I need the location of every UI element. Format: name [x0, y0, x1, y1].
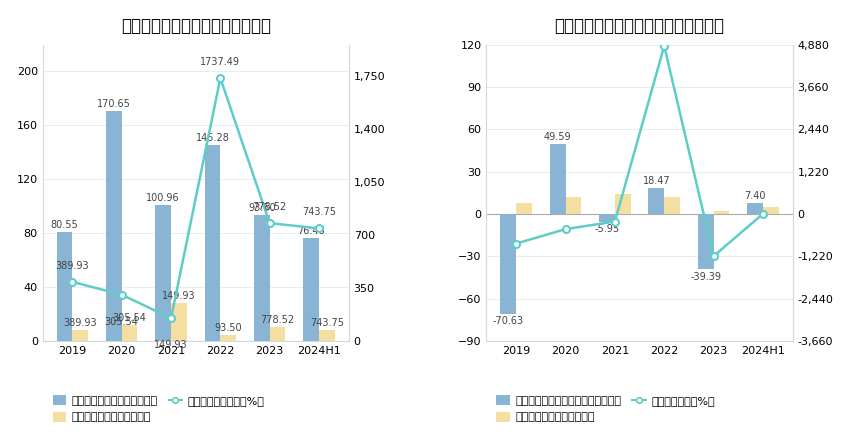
- Text: 743.75: 743.75: [310, 318, 344, 328]
- Text: 743.75: 743.75: [302, 207, 336, 217]
- Text: 80.55: 80.55: [51, 220, 78, 230]
- Text: 170.65: 170.65: [97, 99, 131, 109]
- Text: 1737.49: 1737.49: [201, 57, 241, 67]
- Bar: [747, 204, 763, 214]
- Bar: [319, 330, 335, 341]
- Bar: [171, 303, 187, 341]
- Text: 305.54: 305.54: [105, 317, 139, 327]
- Text: 305.54: 305.54: [113, 313, 146, 323]
- Text: 149.93: 149.93: [162, 291, 196, 301]
- Bar: [649, 188, 664, 214]
- Bar: [763, 207, 779, 214]
- Text: 389.93: 389.93: [64, 318, 97, 328]
- Text: 389.93: 389.93: [55, 261, 89, 271]
- Bar: [220, 336, 236, 341]
- Bar: [713, 211, 729, 214]
- Bar: [156, 205, 171, 341]
- Bar: [122, 325, 138, 341]
- Bar: [516, 203, 532, 214]
- Title: 历年经营现金流净额、归母净利润情况: 历年经营现金流净额、归母净利润情况: [554, 17, 724, 35]
- Text: -39.39: -39.39: [690, 271, 721, 281]
- Bar: [254, 215, 269, 341]
- Bar: [501, 214, 516, 313]
- Text: 145.28: 145.28: [196, 133, 230, 143]
- Text: -70.63: -70.63: [493, 316, 524, 326]
- Text: 93.50: 93.50: [214, 323, 242, 333]
- Legend: 左轴：经营现金流入（亿元）, 左轴：营业总收入（亿元）, 右轴：营收现金比（%）: 左轴：经营现金流入（亿元）, 左轴：营业总收入（亿元）, 右轴：营收现金比（%）: [48, 391, 269, 427]
- Bar: [57, 232, 72, 341]
- Text: 18.47: 18.47: [643, 176, 670, 186]
- Text: 149.93: 149.93: [154, 340, 188, 350]
- Bar: [550, 144, 565, 214]
- Text: 7.40: 7.40: [745, 191, 766, 201]
- Text: 76.46: 76.46: [298, 226, 325, 236]
- Bar: [269, 327, 286, 341]
- Bar: [205, 145, 220, 341]
- Bar: [72, 330, 88, 341]
- Bar: [303, 238, 319, 341]
- Text: 778.52: 778.52: [261, 316, 295, 326]
- Bar: [615, 194, 631, 214]
- Text: 100.96: 100.96: [146, 193, 180, 203]
- Text: 49.59: 49.59: [544, 132, 571, 142]
- Bar: [599, 214, 615, 222]
- Text: 93.50: 93.50: [248, 203, 275, 213]
- Bar: [664, 197, 680, 214]
- Bar: [106, 111, 122, 341]
- Text: 778.52: 778.52: [252, 202, 286, 212]
- Bar: [565, 197, 581, 214]
- Text: -5.95: -5.95: [594, 224, 620, 234]
- Bar: [698, 214, 713, 270]
- Title: 历年经营现金流入、营业收入情况: 历年经营现金流入、营业收入情况: [121, 17, 270, 35]
- Legend: 左轴：经营活动现金流净额（亿元）, 左轴：归母净利润（亿元）, 右轴：净现比（%）: 左轴：经营活动现金流净额（亿元）, 左轴：归母净利润（亿元）, 右轴：净现比（%…: [492, 391, 719, 427]
